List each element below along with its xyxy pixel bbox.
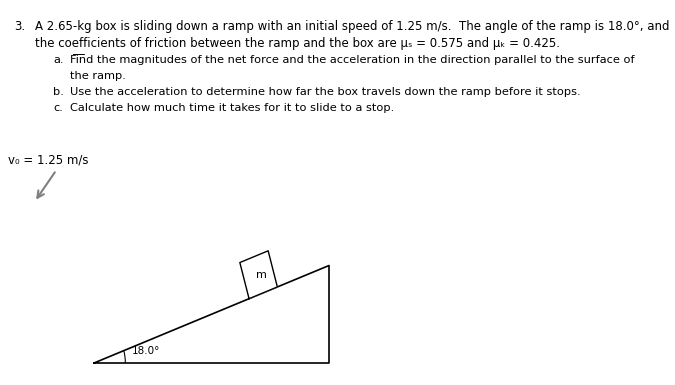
Text: the ramp.: the ramp.	[70, 71, 126, 81]
Text: A 2.65-kg box is sliding down a ramp with an initial speed of 1.25 m/s.  The ang: A 2.65-kg box is sliding down a ramp wit…	[35, 20, 670, 33]
Text: v₀ = 1.25 m/s: v₀ = 1.25 m/s	[8, 154, 88, 166]
Text: Calculate how much time it takes for it to slide to a stop.: Calculate how much time it takes for it …	[70, 103, 395, 113]
Text: 3.: 3.	[14, 20, 25, 33]
Text: 18.0°: 18.0°	[132, 346, 160, 356]
Polygon shape	[240, 251, 277, 299]
Text: Find the magnitudes of the net force and the acceleration in the direction paral: Find the magnitudes of the net force and…	[70, 55, 635, 65]
Text: c.: c.	[53, 103, 63, 113]
Text: m: m	[256, 270, 267, 280]
Text: Use the acceleration to determine how far the box travels down the ramp before i: Use the acceleration to determine how fa…	[70, 87, 581, 97]
Text: the coefficients of friction between the ramp and the box are μₛ = 0.575 and μₖ : the coefficients of friction between the…	[35, 37, 560, 50]
Text: b.: b.	[53, 87, 64, 97]
Text: a.: a.	[53, 55, 63, 65]
